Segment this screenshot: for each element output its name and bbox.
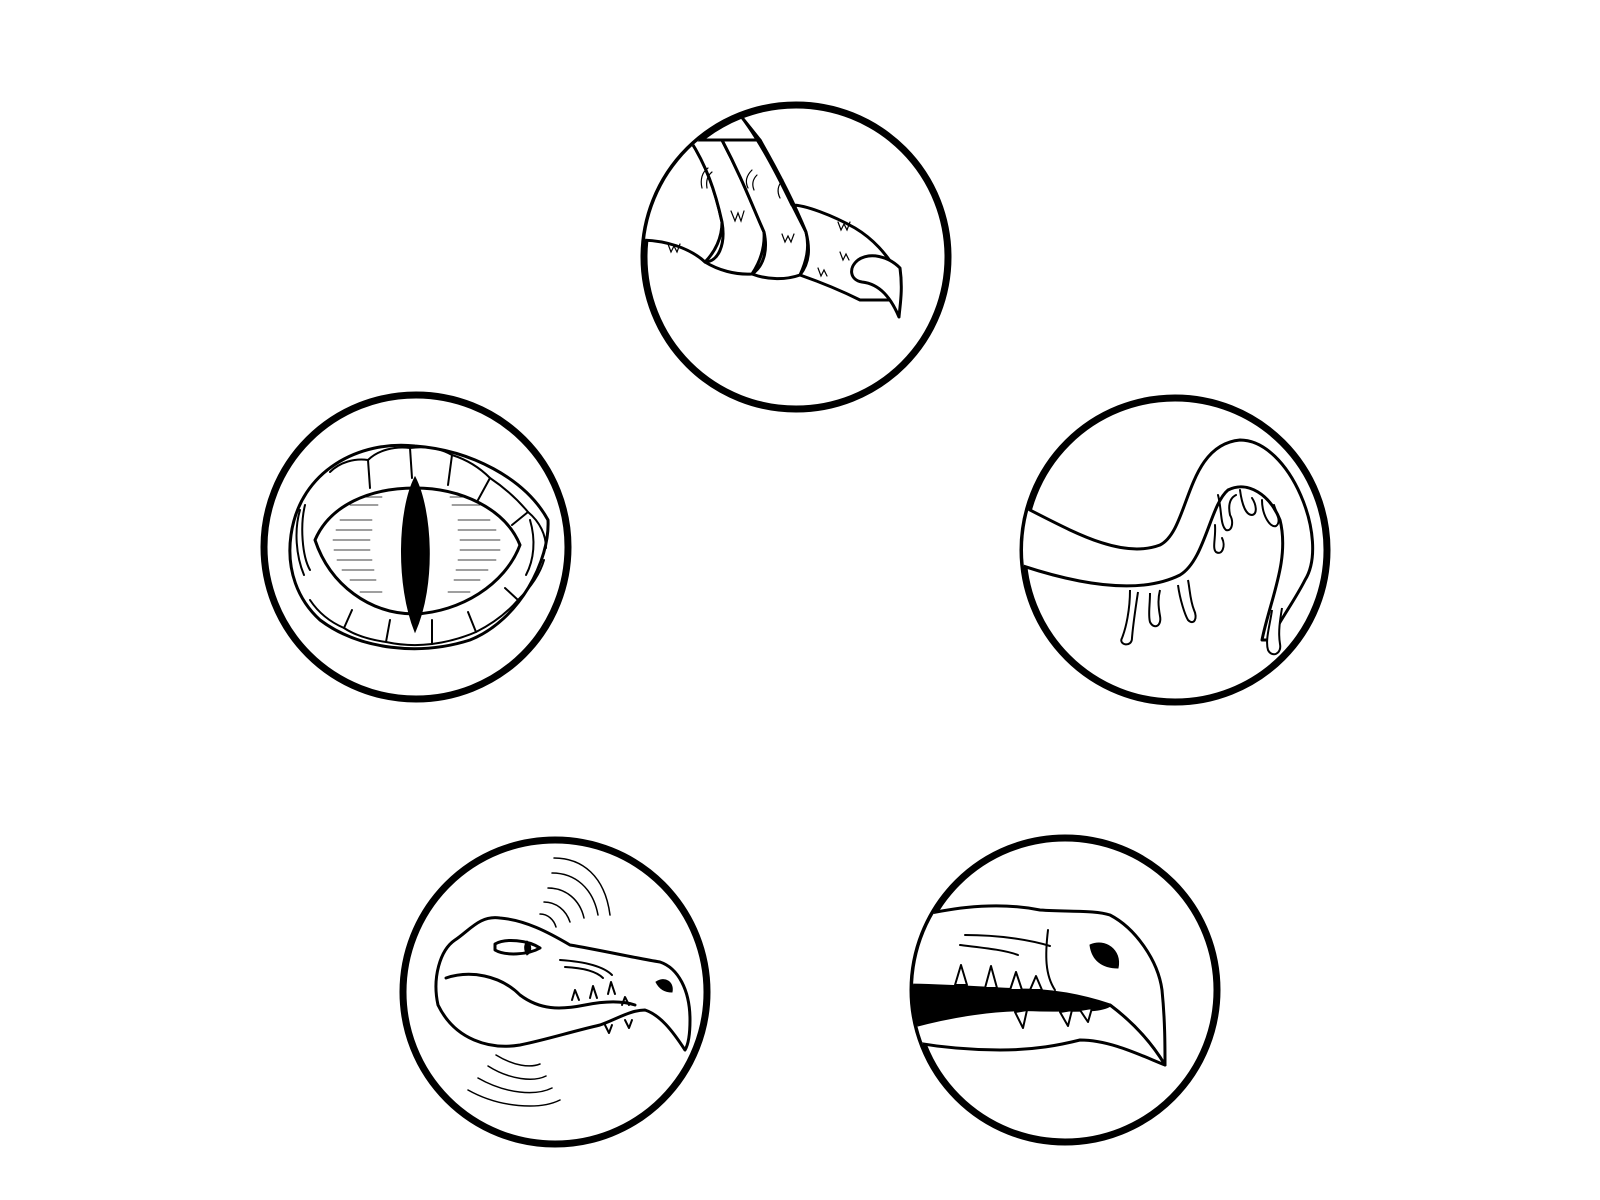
dragon-claw-icon [640, 101, 952, 413]
dragon-eye-icon [260, 391, 572, 703]
dragon-jaw-icon [909, 834, 1221, 1146]
dragon-roar-icon [399, 836, 711, 1148]
dragon-tongue-icon [1019, 394, 1331, 706]
